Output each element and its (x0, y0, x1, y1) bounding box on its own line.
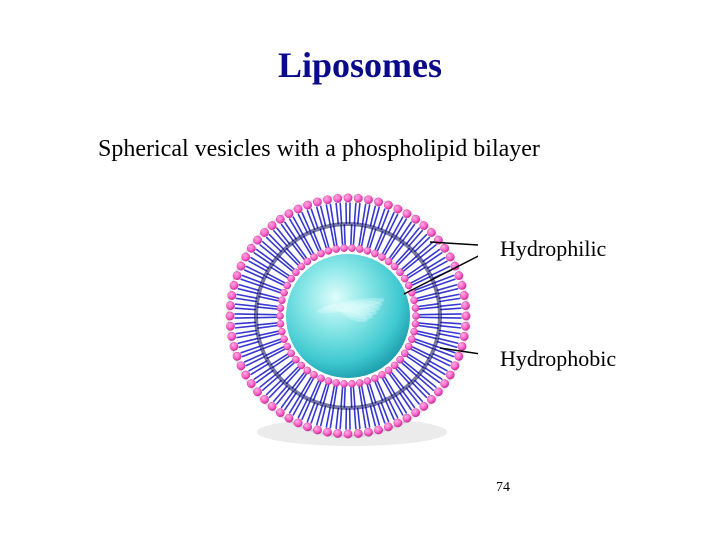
page-number: 74 (496, 480, 510, 496)
slide: Liposomes Spherical vesicles with a phos… (0, 0, 720, 540)
label-hydrophobic: Hydrophobic (500, 346, 616, 372)
page-title: Liposomes (0, 44, 720, 86)
liposome-diagram (218, 186, 478, 446)
label-hydrophilic: Hydrophilic (500, 236, 606, 262)
liposome-svg (218, 186, 478, 446)
subtitle: Spherical vesicles with a phospholipid b… (98, 136, 540, 163)
